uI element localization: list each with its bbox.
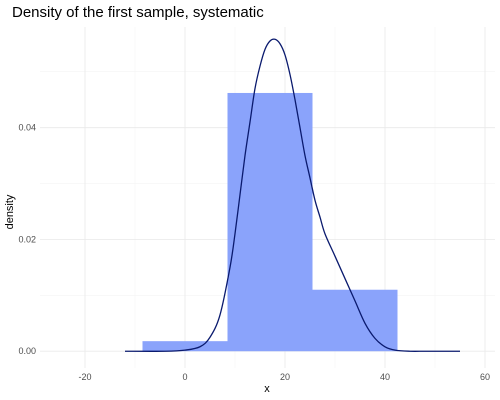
x-tick-label: 20 [280,372,290,382]
y-axis-title: density [4,194,16,229]
y-axis-tick-labels: 0.00 0.02 0.04 [18,123,36,357]
x-axis-title: x [264,383,270,395]
x-axis-tick-labels: -20 0 20 40 60 [78,372,490,382]
chart-title: Density of the first sample, systematic [12,4,264,21]
density-curve [124,38,460,352]
y-tick-label: 0.02 [18,234,36,244]
x-tick-label: 40 [380,372,390,382]
histogram-bar-3 [312,289,398,352]
y-tick-label: 0.00 [18,346,36,356]
y-tick-label: 0.04 [18,123,36,133]
histogram-bar-1 [142,341,228,352]
x-tick-label: 0 [182,372,187,382]
histogram-bars [142,92,398,352]
x-tick-label: -20 [78,372,91,382]
histogram-bar-2 [227,92,313,352]
x-tick-label: 60 [480,372,490,382]
